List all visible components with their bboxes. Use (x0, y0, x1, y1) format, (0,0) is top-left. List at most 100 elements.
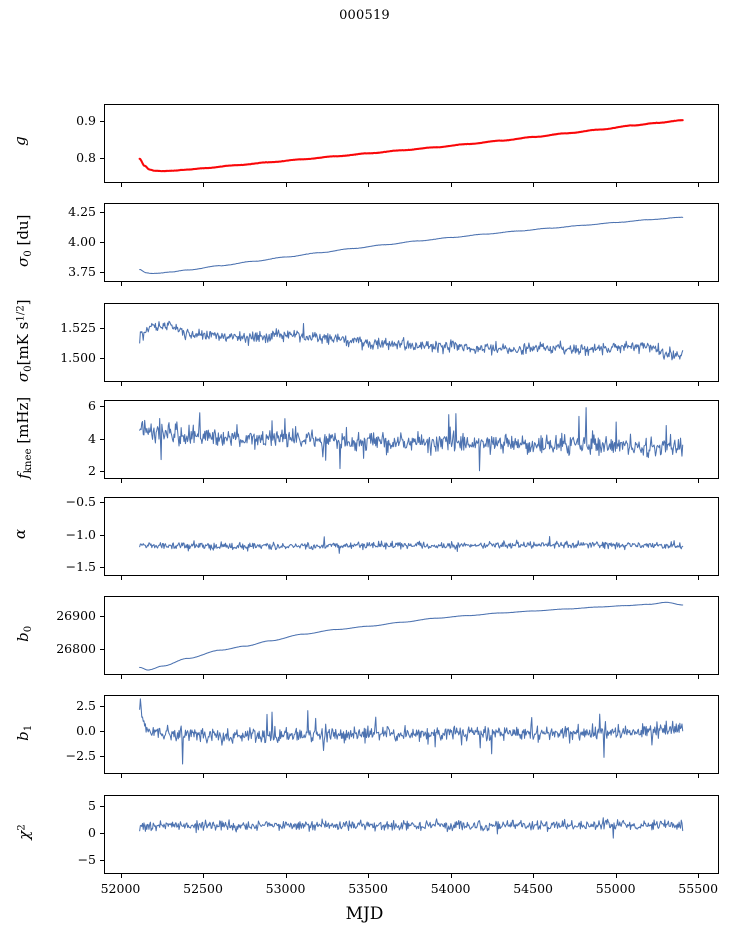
x-tick-mark (698, 382, 699, 386)
x-tick-mark (616, 382, 617, 386)
x-tick-mark (533, 774, 534, 778)
y-tick-label-f_knee: 2 (88, 462, 96, 478)
x-tick-mark (121, 479, 122, 483)
series-plot-b0 (139, 601, 684, 671)
x-tick-mark (286, 774, 287, 778)
x-tick-mark (121, 382, 122, 386)
y-tick-mark (100, 272, 104, 273)
data-line-sigma0_mK (139, 320, 684, 361)
x-tick-mark (698, 675, 699, 679)
data-line-f_knee (139, 407, 684, 472)
data-line-alpha (139, 536, 684, 554)
y-tick-label-alpha: −1.0 (65, 526, 96, 542)
x-tick-mark (203, 282, 204, 286)
y-tick-mark (100, 358, 104, 359)
x-tick-mark (203, 382, 204, 386)
data-line-sigma0_du (139, 216, 684, 275)
y-tick-label-gain: 0.9 (76, 112, 96, 128)
x-tick-mark (533, 479, 534, 483)
data-line-b0 (139, 601, 684, 671)
series-plot-sigma0_mK (139, 320, 684, 361)
y-tick-label-sigma0_du: 4.00 (68, 234, 96, 249)
x-tick-label: 52000 (100, 881, 141, 896)
x-tick-mark (451, 479, 452, 483)
y-tick-mark (100, 242, 104, 243)
y-tick-label-gain: 0.8 (76, 149, 96, 165)
y-tick-label-b1: 0.0 (76, 723, 96, 738)
x-tick-mark (286, 675, 287, 679)
y-tick-mark (100, 616, 104, 617)
y-tick-label-alpha: −0.5 (65, 494, 96, 510)
y-tick-mark (100, 860, 104, 861)
x-tick-mark (203, 576, 204, 580)
x-tick-mark (451, 774, 452, 778)
x-tick-mark (121, 282, 122, 286)
x-tick-mark (698, 576, 699, 580)
y-tick-mark (100, 471, 104, 472)
plot-panel-sigma0_du (104, 203, 719, 282)
y-tick-mark (100, 756, 104, 757)
x-tick-mark (451, 282, 452, 286)
y-tick-mark (100, 649, 104, 650)
x-tick-mark (451, 675, 452, 679)
x-tick-label: 55000 (595, 881, 636, 896)
x-tick-mark (203, 675, 204, 679)
y-tick-mark (100, 731, 104, 732)
y-tick-mark (100, 121, 104, 122)
x-tick-mark (451, 183, 452, 187)
x-tick-label: 53500 (348, 881, 388, 896)
y-tick-label-b0: 26900 (56, 607, 96, 623)
y-tick-mark (100, 406, 104, 407)
series-plot-sigma0_du (139, 216, 684, 275)
plot-panel-f_knee (104, 400, 719, 479)
x-tick-mark (698, 774, 699, 778)
x-tick-label: 55500 (678, 881, 719, 896)
x-tick-mark (203, 479, 204, 483)
y-tick-label-chi2: −5 (77, 852, 96, 867)
series-plot-alpha (139, 536, 684, 554)
y-tick-mark (100, 833, 104, 834)
y-tick-label-chi2: 0 (88, 824, 96, 840)
series-plot-gain (138, 119, 684, 173)
x-tick-mark (121, 183, 122, 187)
x-tick-mark (121, 576, 122, 580)
y-tick-label-b1: 2.5 (76, 698, 96, 713)
y-tick-mark (100, 535, 104, 536)
x-tick-mark (698, 479, 699, 483)
y-tick-label-chi2: 5 (88, 797, 96, 813)
x-tick-mark (698, 183, 699, 187)
x-tick-mark (368, 576, 369, 580)
y-tick-mark (100, 806, 104, 807)
y-tick-mark (100, 502, 104, 503)
x-tick-mark (616, 675, 617, 679)
y-tick-mark (100, 706, 104, 707)
data-line-gain-fit (138, 119, 684, 173)
x-tick-mark (368, 675, 369, 679)
y-tick-label-sigma0_du: 4.25 (68, 204, 96, 220)
series-plot-f_knee (139, 407, 684, 472)
x-tick-mark (616, 774, 617, 778)
x-tick-mark (203, 874, 204, 878)
x-tick-mark (121, 874, 122, 878)
x-tick-mark (533, 576, 534, 580)
x-tick-mark (368, 282, 369, 286)
x-tick-label: 53000 (265, 881, 306, 896)
data-line-chi2 (139, 817, 684, 839)
x-tick-mark (698, 874, 699, 878)
x-tick-mark (286, 874, 287, 878)
y-axis-label-chi2: χ2 (15, 824, 33, 840)
x-tick-mark (203, 183, 204, 187)
x-tick-mark (286, 282, 287, 286)
x-tick-mark (368, 382, 369, 386)
x-tick-mark (286, 479, 287, 483)
x-tick-mark (533, 282, 534, 286)
x-tick-mark (286, 576, 287, 580)
x-tick-label: 52500 (183, 881, 223, 896)
x-tick-mark (286, 382, 287, 386)
y-tick-label-b1: −2.5 (65, 748, 96, 763)
x-tick-mark (616, 576, 617, 580)
x-tick-mark (286, 183, 287, 187)
y-tick-label-sigma0_mK: 1.525 (60, 320, 96, 336)
x-tick-mark (616, 479, 617, 483)
